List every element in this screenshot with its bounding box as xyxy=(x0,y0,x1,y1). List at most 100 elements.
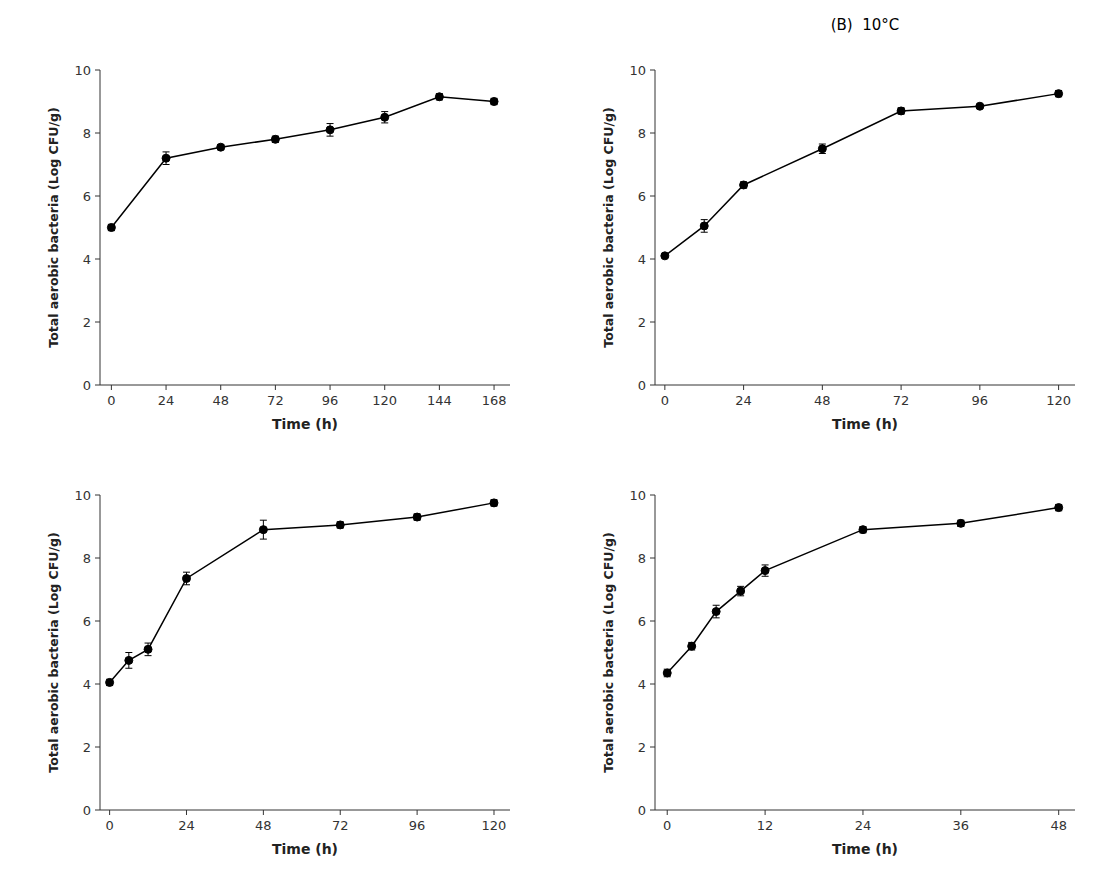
data-point xyxy=(740,181,748,189)
y-tick xyxy=(650,684,655,685)
error-bar xyxy=(260,520,267,539)
x-tick-label: 48 xyxy=(814,393,831,408)
y-tick-label: 4 xyxy=(83,677,91,692)
y-tick xyxy=(95,196,100,197)
x-tick-label: 96 xyxy=(322,393,339,408)
data-point xyxy=(1055,90,1063,98)
error-bar xyxy=(1055,504,1062,510)
x-tick xyxy=(417,810,418,815)
error-bar-cap xyxy=(260,520,267,521)
x-tick xyxy=(384,385,385,390)
data-point xyxy=(712,608,720,616)
error-bar-cap xyxy=(125,668,132,669)
x-tick-label: 120 xyxy=(482,818,507,833)
error-bar-cap xyxy=(145,643,152,644)
data-point xyxy=(336,521,344,529)
title: (B) 10°C xyxy=(831,16,900,34)
error-bar xyxy=(957,520,964,526)
x-tick xyxy=(330,385,331,390)
x-tick-label: 120 xyxy=(1046,393,1071,408)
x-tick-label: 96 xyxy=(972,393,989,408)
y-tick xyxy=(95,684,100,685)
error-bar xyxy=(125,653,132,669)
x-tick xyxy=(979,385,980,390)
error-bar xyxy=(381,112,388,123)
x-tick xyxy=(275,385,276,390)
plot-area xyxy=(107,93,498,232)
error-bar-cap xyxy=(183,572,190,573)
data-point xyxy=(381,113,389,121)
error-bar xyxy=(183,572,190,585)
plot-area xyxy=(106,499,498,687)
y-tick-label: 0 xyxy=(638,378,646,393)
data-point xyxy=(818,145,826,153)
panel: 0244872961201441680246810Time (h)Total a… xyxy=(46,63,510,433)
error-bar-cap xyxy=(125,652,132,653)
error-bar-cap xyxy=(381,122,388,123)
error-bar xyxy=(490,500,497,506)
error-bar-cap xyxy=(163,151,170,152)
error-bar xyxy=(819,144,826,153)
x-axis-line xyxy=(100,385,510,386)
y-tick-label: 10 xyxy=(74,488,91,503)
data-point xyxy=(125,656,133,664)
figure: 0244872961201441680246810Time (h)Total a… xyxy=(0,0,1108,896)
x-tick xyxy=(263,810,264,815)
x-tick-label: 24 xyxy=(178,818,195,833)
y-tick xyxy=(95,259,100,260)
y-tick-label: 10 xyxy=(629,488,646,503)
x-tick xyxy=(166,385,167,390)
panel: 0122436480246810Time (h)Total aerobic ba… xyxy=(601,488,1075,858)
error-bar xyxy=(163,152,170,165)
x-tick-label: 0 xyxy=(105,818,113,833)
data-point xyxy=(897,107,905,115)
x-axis-line xyxy=(100,810,510,811)
data-point xyxy=(271,135,279,143)
error-bar-cap xyxy=(163,164,170,165)
x-tick xyxy=(220,385,221,390)
y-tick-label: 8 xyxy=(83,126,91,141)
y-tick xyxy=(650,196,655,197)
y-tick xyxy=(650,133,655,134)
error-bar-cap xyxy=(762,564,769,565)
x-tick xyxy=(667,810,668,815)
y-tick-label: 2 xyxy=(638,315,646,330)
error-bar-cap xyxy=(145,655,152,656)
error-bar-cap xyxy=(183,584,190,585)
x-tick xyxy=(111,385,112,390)
data-point xyxy=(859,526,867,534)
x-tick xyxy=(901,385,902,390)
data-point xyxy=(661,252,669,260)
y-tick xyxy=(650,495,655,496)
y-axis-line xyxy=(655,70,656,385)
data-point xyxy=(144,645,152,653)
x-tick xyxy=(340,810,341,815)
x-tick xyxy=(439,385,440,390)
error-bar xyxy=(414,514,421,520)
x-tick-label: 72 xyxy=(893,393,910,408)
error-bar xyxy=(108,224,115,230)
error-bar-cap xyxy=(713,605,720,606)
series-line xyxy=(110,503,494,683)
series-line xyxy=(667,508,1058,673)
panel: 0244872961200246810Time (h)Total aerobic… xyxy=(601,63,1075,433)
x-tick xyxy=(186,810,187,815)
x-tick-label: 144 xyxy=(427,393,452,408)
data-point xyxy=(217,143,225,151)
plot-area xyxy=(663,504,1062,677)
y-tick xyxy=(95,133,100,134)
data-point xyxy=(106,678,114,686)
data-point xyxy=(663,669,671,677)
data-point xyxy=(976,102,984,110)
y-tick xyxy=(650,747,655,748)
y-tick-label: 6 xyxy=(83,614,91,629)
y-tick-label: 0 xyxy=(638,803,646,818)
y-tick-label: 6 xyxy=(638,189,646,204)
x-tick-label: 72 xyxy=(332,818,349,833)
x-tick xyxy=(960,810,961,815)
data-point xyxy=(490,98,498,106)
y-axis-line xyxy=(655,495,656,810)
error-bar xyxy=(436,94,443,100)
data-point xyxy=(182,574,190,582)
x-tick xyxy=(862,810,863,815)
